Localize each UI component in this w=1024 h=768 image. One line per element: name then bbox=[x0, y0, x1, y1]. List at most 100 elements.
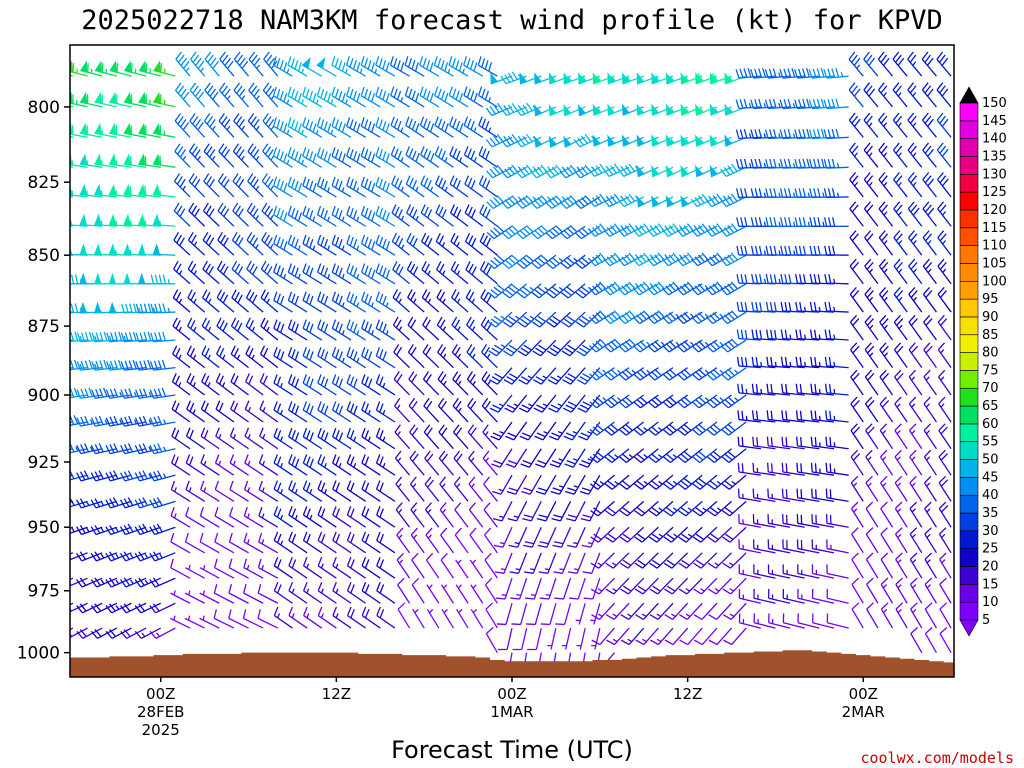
wind-barb bbox=[134, 577, 162, 588]
wind-barb bbox=[273, 581, 293, 604]
wind-barb bbox=[152, 243, 176, 256]
wind-barb bbox=[524, 552, 542, 574]
wind-barb bbox=[767, 488, 791, 502]
wind-barb bbox=[649, 602, 674, 620]
colorbar-segment bbox=[959, 494, 979, 514]
wind-barb bbox=[811, 488, 835, 502]
wind-barb bbox=[405, 175, 425, 198]
wind-barb bbox=[302, 234, 323, 256]
wind-barb bbox=[544, 164, 571, 179]
wind-barb bbox=[547, 627, 557, 650]
wind-barb bbox=[258, 454, 279, 476]
wind-barb bbox=[287, 56, 308, 77]
wind-barb bbox=[589, 421, 615, 436]
wind-barb bbox=[273, 234, 293, 256]
wind-barb bbox=[518, 394, 542, 413]
wind-barb bbox=[534, 104, 557, 117]
wind-barb bbox=[259, 400, 279, 423]
wind-barb bbox=[232, 202, 250, 227]
wind-barb bbox=[301, 57, 323, 77]
wind-barb bbox=[848, 112, 864, 138]
wind-barb bbox=[302, 147, 323, 168]
wind-barb bbox=[406, 232, 425, 256]
wind-barb bbox=[826, 613, 849, 629]
colorbar-label: 15 bbox=[982, 577, 999, 592]
wind-barb bbox=[261, 173, 279, 198]
wind-barb bbox=[346, 147, 366, 168]
wind-barb bbox=[481, 371, 498, 396]
wind-barb bbox=[375, 176, 396, 198]
wind-barb bbox=[200, 427, 220, 450]
wind-barb bbox=[302, 506, 323, 528]
wind-barb bbox=[824, 301, 849, 313]
wind-barb bbox=[70, 497, 88, 508]
wind-barb bbox=[501, 225, 528, 240]
wind-barb bbox=[695, 134, 718, 147]
wind-barb bbox=[647, 310, 674, 325]
wind-barb bbox=[419, 56, 440, 77]
wind-barb bbox=[434, 146, 454, 168]
wind-barb bbox=[149, 443, 176, 455]
wind-barb bbox=[258, 480, 279, 502]
wind-barb bbox=[244, 400, 264, 423]
wind-barb bbox=[287, 117, 308, 138]
wind-barb bbox=[464, 232, 484, 256]
wind-barb bbox=[436, 316, 454, 341]
colorbar-label: 10 bbox=[982, 595, 999, 610]
wind-barb bbox=[303, 606, 323, 629]
wind-barb bbox=[273, 454, 293, 476]
wind-barb bbox=[634, 526, 659, 543]
wind-barb bbox=[243, 584, 264, 604]
wind-barb bbox=[90, 470, 118, 482]
wind-barb bbox=[563, 135, 586, 148]
wind-barb bbox=[173, 202, 191, 227]
wind-barb bbox=[170, 532, 191, 554]
wind-barb bbox=[937, 314, 952, 341]
wind-barb bbox=[272, 147, 293, 168]
wind-barb bbox=[392, 261, 410, 285]
wind-barb bbox=[909, 552, 923, 579]
wind-barb bbox=[865, 423, 879, 450]
wind-barb bbox=[452, 371, 469, 396]
wind-barb bbox=[781, 383, 805, 396]
colorbar-label: 105 bbox=[982, 256, 1007, 271]
wind-barb bbox=[892, 51, 908, 77]
wind-barb bbox=[188, 173, 206, 198]
wind-barb bbox=[138, 122, 161, 138]
wind-barb bbox=[485, 102, 513, 117]
wind-barb bbox=[605, 577, 630, 595]
wind-barb bbox=[105, 470, 132, 482]
wind-barb bbox=[463, 86, 484, 108]
wind-barb bbox=[123, 122, 147, 138]
wind-barb bbox=[217, 231, 235, 256]
wind-barb bbox=[565, 474, 586, 495]
wind-barb bbox=[108, 153, 132, 168]
wind-barb bbox=[522, 501, 542, 522]
wind-barb bbox=[261, 202, 279, 227]
wind-barb bbox=[105, 524, 132, 536]
wind-barb bbox=[105, 443, 132, 455]
wind-barb bbox=[453, 476, 469, 502]
wind-barb bbox=[523, 526, 542, 548]
wind-barb bbox=[185, 454, 206, 476]
wind-barb bbox=[433, 56, 454, 77]
wind-barb bbox=[736, 245, 761, 256]
colorbar-segment bbox=[959, 174, 979, 193]
wind-barb bbox=[487, 283, 513, 299]
colorbar-label: 55 bbox=[982, 435, 999, 450]
wind-barb bbox=[76, 443, 103, 455]
wind-barb bbox=[500, 195, 527, 209]
wind-barb bbox=[185, 564, 205, 579]
wind-barb bbox=[894, 449, 908, 476]
wind-barb bbox=[302, 117, 323, 138]
wind-barb bbox=[680, 134, 703, 147]
colorbar-label: 35 bbox=[982, 506, 999, 521]
wind-barb bbox=[663, 526, 689, 543]
wind-barb bbox=[389, 56, 410, 77]
surface-terrain-layer bbox=[70, 650, 954, 677]
wind-barb bbox=[545, 225, 571, 240]
wind-barb bbox=[229, 506, 249, 528]
wind-barb bbox=[750, 68, 776, 79]
wind-barb bbox=[287, 205, 308, 227]
wind-barb bbox=[375, 427, 396, 450]
